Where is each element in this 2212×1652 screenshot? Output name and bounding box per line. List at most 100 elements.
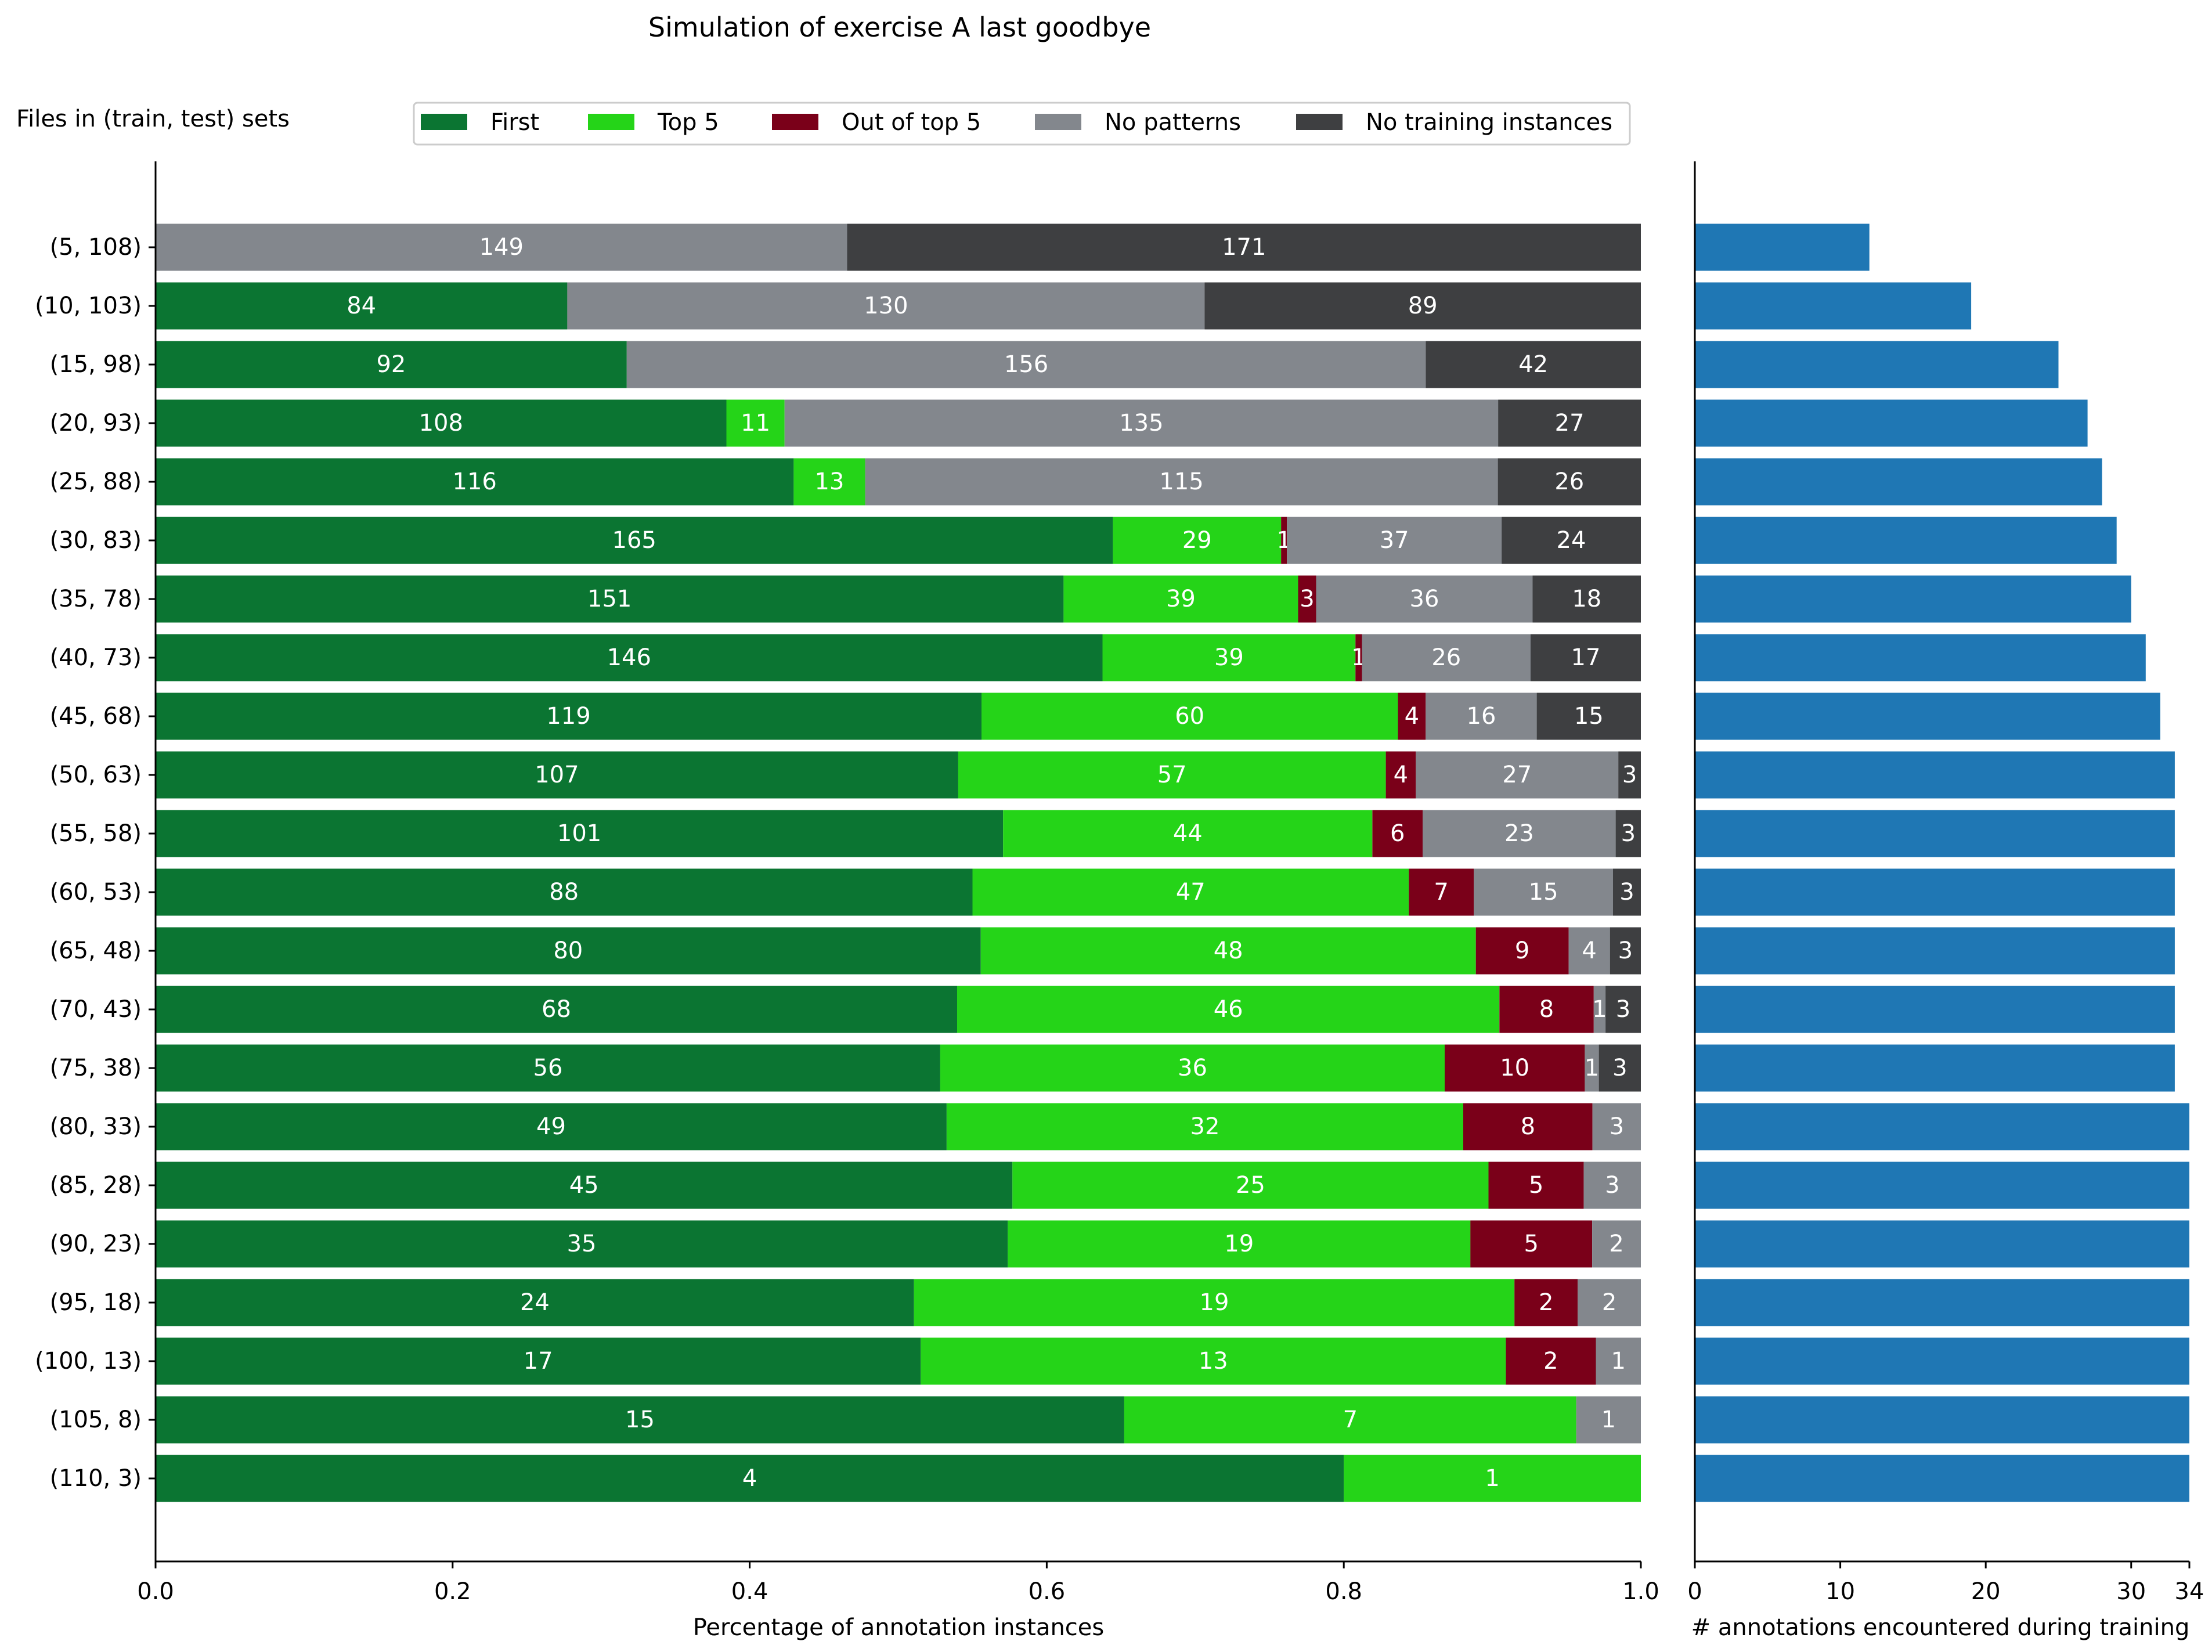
bar-segment-top-5 (1003, 810, 1373, 857)
legend-label-out-of-top-5: Out of top 5 (842, 109, 981, 136)
bar-segment-top-5 (1124, 1396, 1576, 1444)
bar-value-label: 35 (567, 1231, 597, 1257)
bar-segment-first (156, 1455, 1344, 1502)
bar-segment-first (156, 986, 957, 1033)
bar-segment-no-patterns (1576, 1396, 1641, 1444)
category-tick-label: (85, 28) (50, 1172, 142, 1199)
bar-value-label: 3 (1622, 762, 1637, 788)
bar-value-label: 15 (625, 1406, 655, 1433)
count-bar (1695, 927, 2175, 975)
bar-segment-top-5 (946, 1103, 1463, 1150)
bar-value-label: 3 (1621, 820, 1636, 847)
legend-label-top-5: Top 5 (657, 109, 719, 136)
bar-value-label: 4 (1394, 762, 1408, 788)
bar-segment-top-5 (1113, 517, 1282, 564)
bar-value-label: 3 (1619, 879, 1634, 906)
category-tick-label: (80, 33) (50, 1113, 142, 1140)
bar-segment-no-patterns (1287, 517, 1502, 564)
bar-segment-first (156, 1337, 921, 1385)
bar-segment-top-5 (957, 986, 1500, 1033)
category-tick-label: (15, 98) (50, 351, 142, 378)
bar-value-label: 42 (1518, 351, 1548, 378)
bar-segment-out-of-top-5 (1355, 634, 1362, 681)
bar-segment-out-of-top-5 (1372, 810, 1423, 857)
bar-segment-top-5 (914, 1279, 1515, 1326)
bar-value-label: 17 (1571, 644, 1601, 671)
bar-segment-out-of-top-5 (1499, 986, 1594, 1033)
x-tick-label: 0.6 (1029, 1578, 1066, 1605)
bar-value-label: 108 (419, 410, 463, 437)
bar-segment-no-training-instances (1497, 458, 1641, 506)
bar-value-label: 5 (1524, 1231, 1538, 1257)
bar-segment-top-5 (793, 458, 865, 506)
legend-swatch-no-patterns (1035, 114, 1081, 130)
category-tick-label: (20, 93) (50, 410, 142, 437)
bar-value-label: 13 (1199, 1348, 1228, 1375)
category-tick-label: (105, 8) (50, 1406, 142, 1433)
legend-label-first: First (490, 109, 539, 136)
count-bar (1695, 810, 2175, 857)
bar-value-label: 32 (1190, 1113, 1220, 1140)
bar-segment-top-5 (726, 399, 785, 447)
bar-value-label: 3 (1612, 1055, 1627, 1081)
bar-value-label: 4 (1582, 937, 1596, 964)
bar-value-label: 3 (1618, 937, 1633, 964)
count-x-axis-label: # annotations encountered during trainin… (1691, 1614, 2190, 1641)
bar-value-label: 19 (1200, 1289, 1229, 1316)
bar-segment-no-training-instances (847, 223, 1641, 271)
legend-entries: First Top 5 Out of top 5 No patterns No trai… (421, 109, 1612, 136)
bar-value-label: 1 (1592, 996, 1607, 1023)
category-tick-labels: (5, 108) (10, 103) (15, 98) (20, 93) (25, 88… (35, 234, 156, 1492)
bar-value-label: 27 (1502, 762, 1532, 788)
count-x-tick-label: 0 (1687, 1578, 1702, 1605)
count-bar (1695, 282, 1972, 330)
bar-segment-top-5 (1012, 1162, 1489, 1209)
count-bar (1695, 1103, 2189, 1150)
count-bar (1695, 986, 2175, 1033)
bar-value-label: 115 (1159, 468, 1203, 495)
main-x-axis-label: Percentage of annotation instances (693, 1614, 1105, 1641)
category-tick-label: (110, 3) (50, 1465, 142, 1492)
bar-value-label: 24 (520, 1289, 550, 1316)
legend-swatch-top-5 (588, 114, 634, 130)
bar-segment-first (156, 517, 1113, 564)
bar-segment-no-training-instances (1426, 341, 1641, 388)
bar-value-label: 4 (1405, 703, 1419, 730)
bar-segment-out-of-top-5 (1385, 751, 1416, 799)
bar-segment-first (156, 1044, 940, 1092)
count-bar (1695, 868, 2175, 916)
bar-value-label: 23 (1504, 820, 1534, 847)
count-bar (1695, 223, 1870, 271)
bar-segment-top-5 (972, 868, 1409, 916)
count-bar (1695, 1162, 2189, 1209)
bar-value-label: 29 (1182, 527, 1212, 554)
bar-segment-first (156, 399, 727, 447)
bar-segment-top-5 (1102, 634, 1356, 681)
bar-segment-first (156, 1220, 1008, 1268)
bar-value-label: 135 (1119, 410, 1163, 437)
bar-value-label: 6 (1390, 820, 1405, 847)
bar-segment-no-patterns (1426, 692, 1537, 740)
bar-value-label: 1 (1601, 1406, 1616, 1433)
bar-value-label: 107 (535, 762, 579, 788)
bar-segment-top-5 (1344, 1455, 1641, 1502)
bar-value-label: 3 (1300, 586, 1314, 612)
bar-segment-no-patterns (1316, 575, 1533, 623)
x-tick-label: 0.0 (137, 1578, 174, 1605)
bar-value-label: 25 (1236, 1172, 1265, 1199)
category-tick-label: (35, 78) (50, 586, 142, 612)
bar-value-label: 26 (1554, 468, 1584, 495)
bar-value-label: 7 (1434, 879, 1448, 906)
x-tick-label: 0.2 (434, 1578, 471, 1605)
category-tick-label: (5, 108) (50, 234, 142, 261)
bar-value-label: 37 (1380, 527, 1409, 554)
bar-segment-first (156, 1103, 947, 1150)
bar-value-label: 60 (1175, 703, 1204, 730)
bar-value-label: 27 (1555, 410, 1585, 437)
category-tick-label: (75, 38) (50, 1055, 142, 1081)
x-tick-label: 0.8 (1325, 1578, 1362, 1605)
bar-segment-top-5 (940, 1044, 1445, 1092)
bar-value-label: 171 (1222, 234, 1266, 261)
bar-segment-out-of-top-5 (1514, 1279, 1578, 1326)
bar-value-label: 10 (1500, 1055, 1529, 1081)
